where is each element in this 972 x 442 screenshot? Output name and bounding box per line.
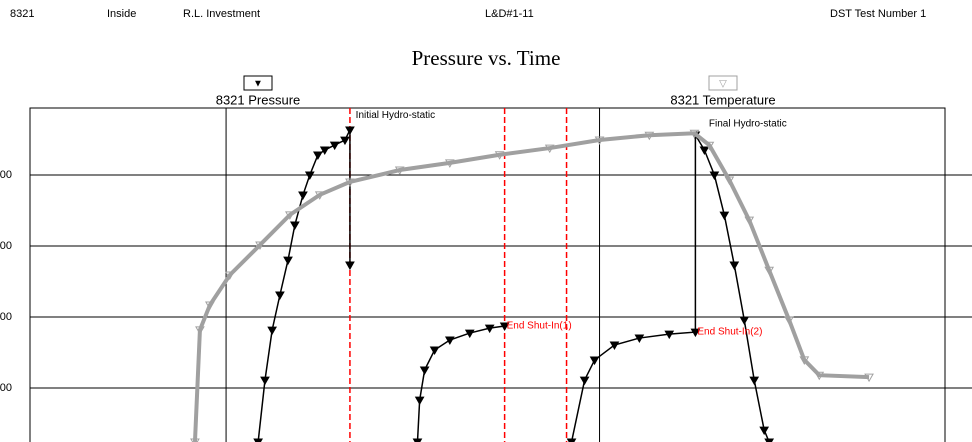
header-well: 8321 [10,8,34,20]
data-point [313,151,323,161]
data-point [724,176,735,186]
data-point [444,336,455,346]
y-tick-label: 500 [0,382,12,394]
y-tick-label: 2000 [0,169,12,181]
data-point [566,438,577,442]
data-point [709,171,720,181]
data-point [275,291,285,301]
annotation: End Shut-In(1) [507,321,572,332]
data-point [690,328,701,338]
data-point [345,178,355,187]
data-point [255,241,265,250]
data-point [195,326,205,335]
y-tick-label: 1500 [0,240,12,252]
data-point [719,211,730,221]
data-point [544,144,555,154]
data-point [664,330,675,340]
data-point [704,141,715,151]
data-point [253,438,263,442]
data-point [464,329,475,339]
data-point [304,171,315,181]
data-point [394,166,405,176]
legend-label: 8321 Temperature [670,92,775,107]
data-point [283,256,293,266]
data-point [205,301,215,311]
data-point [340,136,350,146]
data-point [764,266,775,276]
data-point [224,271,235,281]
data-point [289,221,300,231]
data-point [579,376,590,386]
data-point [345,126,355,136]
header-company: R.L. Investment [183,8,260,20]
legend-marker: ▽ [719,79,727,90]
data-point [414,396,425,406]
legend-box [708,75,738,91]
chart-title: Pressure vs. Time [412,46,561,70]
data-point [345,261,355,271]
data-point [784,316,794,325]
data-point [864,373,874,383]
data-point [444,159,455,168]
data-point [739,316,750,326]
data-point [267,326,277,336]
annotation: Final Hydro-static [709,119,787,130]
data-point [429,346,440,355]
data-point [589,356,600,366]
data-point [609,341,620,351]
data-point [190,438,200,442]
data-point [594,136,605,145]
legend-box [243,75,273,91]
y-tick-label: 1000 [0,311,12,323]
data-point [699,146,710,156]
annotation: End Shut-In(2) [697,327,762,338]
data-point [764,438,775,442]
annotation: Initial Hydro-static [356,110,435,121]
header-position: Inside [107,8,136,20]
data-point [634,334,645,344]
series-line [192,131,870,442]
data-point [814,371,825,381]
data-point [484,324,495,334]
data-point [744,216,755,226]
data-point [644,131,655,141]
data-point [298,191,308,201]
data-point [260,376,270,386]
plot-frame [29,107,946,442]
legend-label: 8321 Pressure [216,92,301,107]
data-point [749,376,760,386]
data-point [799,356,810,365]
data-point [689,129,700,139]
legend-marker: ▼ [253,79,263,90]
data-point [412,438,423,442]
data-point [729,261,740,271]
series-line [257,129,770,442]
header-test: DST Test Number 1 [830,8,926,20]
data-point [329,141,340,151]
data-point [419,366,430,376]
data-point [494,151,505,160]
data-point [314,191,325,200]
data-point [319,146,330,156]
header-lease: L&D#1-11 [485,8,534,20]
data-point [759,426,770,436]
data-point [285,211,295,220]
data-point [499,322,510,331]
